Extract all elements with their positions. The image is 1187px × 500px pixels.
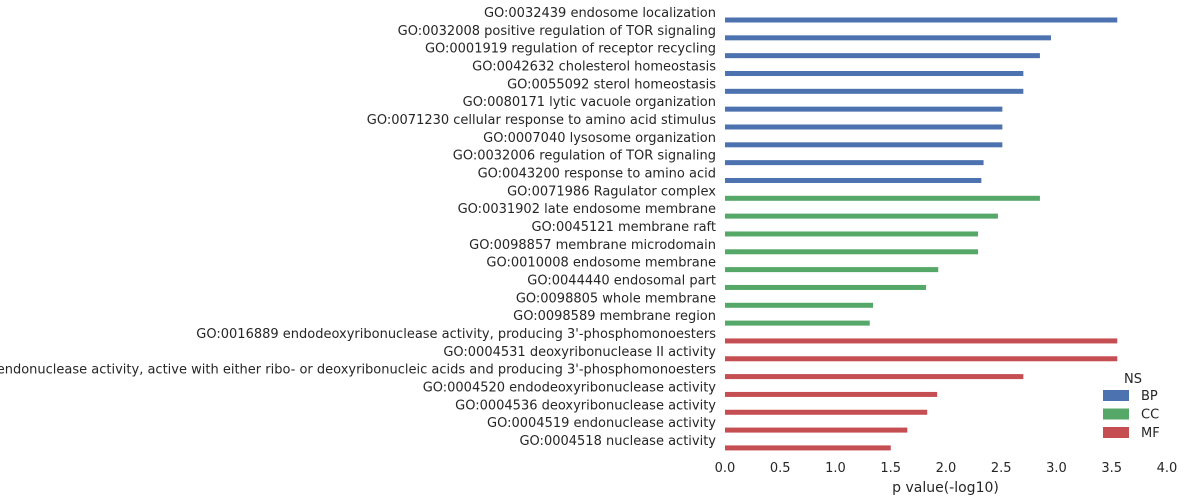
bar-cc	[725, 231, 979, 237]
bar-mf	[725, 356, 1118, 362]
category-label: GO:0055092 sterol homeostasis	[507, 77, 716, 92]
x-tick-label: 1.5	[880, 461, 901, 476]
bar-bp	[725, 142, 1003, 148]
bar-mf	[725, 374, 1024, 380]
legend-title: NS	[1124, 372, 1142, 387]
bar-cc	[725, 284, 927, 290]
category-label: GO:0032439 endosome localization	[484, 6, 716, 21]
bar-mf	[725, 391, 938, 397]
category-label: GO:0004536 deoxyribonuclease activity	[455, 398, 716, 413]
category-label: GO:0044440 endosomal part	[527, 273, 716, 288]
x-tick-label: 3.0	[1046, 461, 1067, 476]
x-tick-label: 2.0	[936, 461, 957, 476]
bar-bp	[725, 35, 1051, 41]
legend-label-bp: BP	[1141, 389, 1158, 404]
category-label: GO:0045121 membrane raft	[531, 220, 716, 235]
legend-swatch-bp	[1103, 390, 1129, 401]
category-label: GO:0098805 whole membrane	[516, 291, 716, 306]
bar-mf	[725, 427, 908, 433]
category-label: GO:0031902 late endosome membrane	[458, 202, 716, 217]
bar-bp	[725, 160, 984, 166]
bar-bp	[725, 70, 1024, 76]
bar-bp	[725, 17, 1118, 23]
x-tick-label: 2.5	[991, 461, 1012, 476]
bar-cc	[725, 267, 939, 273]
category-label: GO:0016889 endodeoxyribonuclease activit…	[196, 327, 716, 342]
legend-swatch-mf	[1103, 427, 1129, 438]
bar-cc	[725, 195, 1040, 201]
bar-cc	[725, 320, 870, 326]
x-tick-label: 0.5	[770, 461, 791, 476]
x-axis-title: p value(-log10)	[892, 480, 999, 496]
legend-label-mf: MF	[1141, 426, 1160, 441]
category-label: GO:0016894 endonuclease activity, active…	[0, 363, 716, 378]
category-label: GO:0032008 positive regulation of TOR si…	[398, 24, 716, 39]
bars-group	[725, 17, 1118, 451]
x-tick-label: 4.0	[1157, 461, 1178, 476]
x-tick-label: 1.0	[825, 461, 846, 476]
category-labels: GO:0032439 endosome localization GO:00320…	[0, 6, 716, 449]
legend-label-cc: CC	[1141, 408, 1159, 423]
category-label: GO:0071986 Ragulator complex	[507, 184, 716, 199]
category-label: GO:0098589 membrane region	[513, 309, 716, 324]
x-tick-label: 3.5	[1101, 461, 1122, 476]
category-label: GO:0004520 endodeoxyribonuclease activit…	[423, 380, 717, 395]
category-label: GO:0004518 nuclease activity	[519, 434, 716, 449]
category-label: GO:0071230 cellular response to amino ac…	[367, 113, 716, 128]
x-tick-label: 0.0	[715, 461, 736, 476]
bar-bp	[725, 53, 1040, 59]
category-label: GO:0042632 cholesterol homeostasis	[472, 59, 716, 74]
category-label: GO:0010008 endosome membrane	[486, 256, 716, 271]
bar-cc	[725, 213, 998, 219]
bar-mf	[725, 338, 1118, 344]
category-label: GO:0004531 deoxyribonuclease II activity	[443, 345, 716, 360]
category-label: GO:0080171 lytic vacuole organization	[463, 95, 716, 110]
bar-bp	[725, 124, 1003, 130]
legend-swatch-cc	[1103, 408, 1129, 420]
category-label: GO:0032006 regulation of TOR signaling	[453, 149, 716, 164]
category-label: GO:0007040 lysosome organization	[483, 131, 716, 146]
bar-bp	[725, 177, 982, 183]
bar-cc	[725, 302, 874, 308]
bar-cc	[725, 249, 979, 255]
category-label: GO:0001919 regulation of receptor recycl…	[425, 42, 716, 57]
category-label: GO:0098857 membrane microdomain	[469, 238, 716, 253]
category-label: GO:0043200 response to amino acid	[478, 166, 716, 181]
category-label: GO:0004519 endonuclease activity	[487, 416, 716, 431]
bar-bp	[725, 106, 1003, 112]
bar-mf	[725, 409, 928, 415]
legend: NS BP CC MF	[1103, 372, 1160, 441]
bar-mf	[725, 445, 891, 451]
x-axis-ticks: 0.0 0.5 1.0 1.5 2.0 2.5 3.0 3.5 4.0	[715, 461, 1178, 476]
bar-bp	[725, 88, 1024, 94]
